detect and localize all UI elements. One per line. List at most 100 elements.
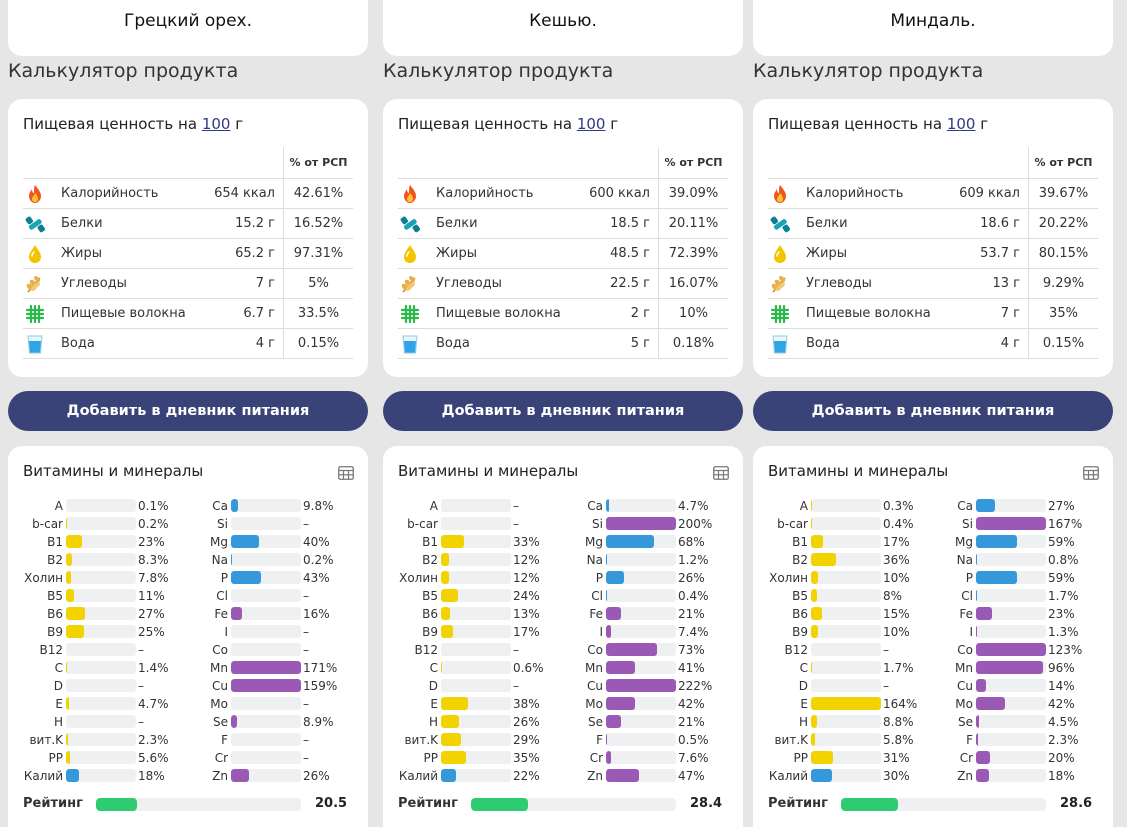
portion-amount-link[interactable]: 100 <box>201 115 231 133</box>
nutrient-bar-label: B5 <box>422 589 438 603</box>
nutrient-bar-value: 27% <box>1048 499 1075 513</box>
nutrient-bar-track <box>976 517 1046 530</box>
nutrient-bar-fill <box>606 661 635 674</box>
nutrient-bar-track <box>606 769 676 782</box>
nutrient-bar-label: Zn <box>957 769 973 783</box>
section-title: Калькулятор продукта <box>753 60 984 82</box>
nutrient-bar-track <box>606 589 676 602</box>
pct-column-header: % от РСП <box>658 147 728 179</box>
nutrient-bar-value: 0.6% <box>513 661 544 675</box>
nutrient-name: Пищевые волокна <box>806 306 931 321</box>
nutrient-pct: 20.22% <box>1028 209 1098 239</box>
nutrient-bar-label: Mo <box>585 697 603 711</box>
nutrient-value: 7 г <box>255 276 275 291</box>
nutrient-name: Жиры <box>806 246 847 261</box>
nutrient-bar-label: PP <box>423 751 438 765</box>
nutrient-bar-track <box>66 679 136 692</box>
nutrient-bar-fill <box>441 589 458 602</box>
nutrient-row: Вода 4 г 0.15% <box>23 329 353 359</box>
nutrient-bar-fill <box>606 499 610 512</box>
nutrient-pct: 0.15% <box>1028 329 1098 359</box>
nutrient-bar-track <box>606 607 676 620</box>
nutrient-bar-fill <box>976 643 1046 656</box>
table-view-icon[interactable] <box>338 465 354 480</box>
nutrient-bar-value: 17% <box>883 535 910 549</box>
nutrient-bar-track <box>66 661 136 674</box>
nutrient-name: Белки <box>806 216 848 231</box>
nutrient-bar-label: Cu <box>587 679 603 693</box>
nutrient-bar-value: – <box>303 733 309 747</box>
nutrient-bar-value: 10% <box>883 625 910 639</box>
nutrient-bar-fill <box>606 517 676 530</box>
nutrient-bar-fill <box>976 571 1018 584</box>
nutrient-value: 18.5 г <box>610 216 650 231</box>
nutrient-bar-track <box>66 517 136 530</box>
nutrient-pct: 35% <box>1028 299 1098 329</box>
nutrient-bar-fill <box>811 751 833 764</box>
nutrient-bar-track <box>811 553 881 566</box>
nutrition-card: Пищевая ценность на 100 г% от РСП Калорий… <box>383 99 743 377</box>
nutrient-bar-track <box>231 661 301 674</box>
nutrient-bar-fill <box>976 499 995 512</box>
nutrient-bar-label: Se <box>588 715 603 729</box>
table-view-icon[interactable] <box>1083 465 1099 480</box>
nutrient-bar-value: 26% <box>303 769 330 783</box>
nutrient-bar-track <box>811 697 881 710</box>
nutrient-bar-label: B12 <box>414 643 438 657</box>
nutrient-bar-value: 1.7% <box>883 661 914 675</box>
add-to-diary-button[interactable]: Добавить в дневник питания <box>8 391 368 431</box>
nutrient-bar-value: – <box>303 751 309 765</box>
add-to-diary-button[interactable]: Добавить в дневник питания <box>753 391 1113 431</box>
nutrient-bar-track <box>976 679 1046 692</box>
nutrient-value: 2 г <box>630 306 650 321</box>
nutrient-bar-label: A <box>54 499 63 513</box>
nutrient-row: Жиры 65.2 г 97.31% <box>23 239 353 269</box>
nutrient-bar-fill <box>811 589 817 602</box>
nutrient-bar-label: A <box>429 499 438 513</box>
nutrient-bar-track <box>811 715 881 728</box>
nutrient-bar-label: B1 <box>422 535 438 549</box>
nutrient-bar-track <box>231 571 301 584</box>
nutrient-bar-track <box>976 499 1046 512</box>
nutrient-bar-value: 35% <box>513 751 540 765</box>
nutrient-bar-track <box>66 535 136 548</box>
nutrient-bar-value: 41% <box>678 661 705 675</box>
nutrient-bar-label: B9 <box>792 625 808 639</box>
nutrient-bar-value: – <box>513 679 519 693</box>
nutrient-bar-label: Холин <box>769 571 808 585</box>
nutrient-bar-value: 43% <box>303 571 330 585</box>
nutrient-row: Углеводы 22.5 г 16.07% <box>398 269 728 299</box>
nutrient-bar-label: вит.K <box>404 733 438 747</box>
nutrient-bar-label: P <box>965 571 973 585</box>
nutrient-bar-track <box>66 589 136 602</box>
nutrient-bar-label: D <box>798 679 808 693</box>
nutrient-bar-value: 2.3% <box>138 733 169 747</box>
nutrient-bar-fill <box>976 535 1018 548</box>
add-to-diary-button[interactable]: Добавить в дневник питания <box>383 391 743 431</box>
nutrient-bar-value: 59% <box>1048 571 1075 585</box>
nutrient-bar-label: Zn <box>212 769 228 783</box>
nutrition-table: % от РСП Калорийность 609 ккал 39.67% Белки 1… <box>768 147 1098 359</box>
nutrient-bar-track <box>811 625 881 638</box>
portion-amount-link[interactable]: 100 <box>576 115 606 133</box>
nutrient-bar-fill <box>606 697 636 710</box>
nutrient-bar-track <box>976 715 1046 728</box>
nutrient-bar-track <box>66 553 136 566</box>
nutrient-bar-value: 16% <box>303 607 330 621</box>
nutrient-bar-fill <box>66 751 70 764</box>
nutrient-bar-track <box>606 697 676 710</box>
pct-column-header: % от РСП <box>283 147 353 179</box>
nutrient-bar-label: Cl <box>591 589 603 603</box>
nutrient-bar-label: D <box>53 679 63 693</box>
nutrient-row: Белки 15.2 г 16.52% <box>23 209 353 239</box>
product-column: Грецкий орех. Калькулятор продукта Пищевая… <box>8 0 368 827</box>
nutrient-bar-track <box>441 517 511 530</box>
nutrient-bar-value: 25% <box>138 625 165 639</box>
portion-amount-link[interactable]: 100 <box>946 115 976 133</box>
nutrient-bar-track <box>811 769 881 782</box>
nutrient-bar-track <box>231 715 301 728</box>
nutrient-value: 65.2 г <box>235 246 275 261</box>
nutrient-bar-track <box>66 607 136 620</box>
table-view-icon[interactable] <box>713 465 729 480</box>
nutrient-value: 5 г <box>630 336 650 351</box>
